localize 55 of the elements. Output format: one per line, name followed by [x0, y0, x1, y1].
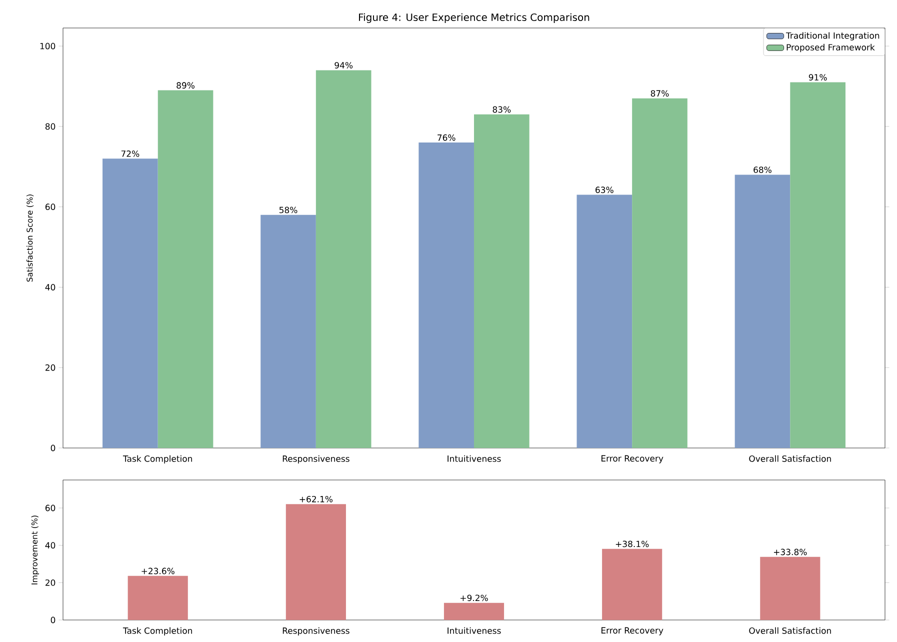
data-label: 72%: [121, 150, 140, 157]
bar: [286, 504, 346, 620]
data-label: 63%: [596, 186, 614, 194]
y-tick-label: 40: [45, 542, 56, 549]
bar: [158, 90, 214, 448]
bar: [734, 174, 790, 448]
y-tick-label: 0: [50, 616, 56, 624]
y-tick-label: 20: [46, 364, 56, 371]
bar: [474, 114, 530, 448]
y-tick-label: 0: [50, 444, 56, 452]
data-label: +38.1%: [616, 540, 649, 548]
bar: [576, 194, 632, 448]
x-tick-label: Error Recovery: [601, 627, 664, 636]
data-label: 68%: [754, 166, 772, 173]
y-tick-label: 80: [45, 123, 56, 130]
x-tick-label: Responsiveness: [282, 627, 350, 636]
x-tick-label: Task Completion: [122, 627, 192, 636]
data-label: 76%: [438, 134, 456, 141]
legend-label: Proposed Framework: [786, 44, 875, 52]
y-tick-label: 40: [45, 284, 56, 290]
x-tick-label: Overall Satisfaction: [749, 627, 831, 634]
y-tick-label: 100: [40, 42, 56, 50]
bar: [260, 214, 316, 448]
x-tick-label: Intuitiveness: [448, 455, 501, 462]
data-label: 94%: [334, 62, 353, 68]
data-label: +33.8%: [774, 548, 807, 556]
bar: [790, 82, 846, 448]
x-tick-label: Error Recovery: [601, 455, 664, 464]
y-axis-title: Satisfaction Score (%): [26, 194, 34, 282]
bar: [602, 548, 662, 620]
bar: [128, 576, 188, 620]
data-label: +23.6%: [142, 568, 174, 574]
data-label: 58%: [279, 206, 298, 214]
data-label: +9.2%: [460, 594, 488, 602]
bar: [444, 602, 504, 620]
y-tick-label: 60: [45, 504, 56, 512]
x-tick-label: Task Completion: [122, 455, 192, 464]
data-label: 91%: [808, 74, 827, 81]
data-label: 83%: [492, 106, 511, 113]
chart-title: Figure 4: User Experience Metrics Comparison: [359, 13, 590, 23]
bar: [418, 142, 474, 448]
y-tick-label: 20: [46, 579, 56, 586]
data-label: 89%: [176, 82, 194, 89]
y-tick-label: 60: [45, 204, 56, 210]
x-tick-label: Overall Satisfaction: [749, 455, 831, 462]
bar: [102, 158, 158, 448]
legend-label: Traditional Integration: [786, 32, 880, 40]
bar: [632, 98, 688, 448]
y-axis-title: Improvement (%): [31, 516, 40, 584]
x-tick-label: Responsiveness: [282, 455, 350, 464]
x-tick-label: Intuitiveness: [448, 627, 501, 634]
data-label: 87%: [650, 90, 669, 97]
bar: [760, 556, 820, 620]
bar: [316, 70, 372, 448]
data-label: +62.1%: [300, 496, 333, 502]
